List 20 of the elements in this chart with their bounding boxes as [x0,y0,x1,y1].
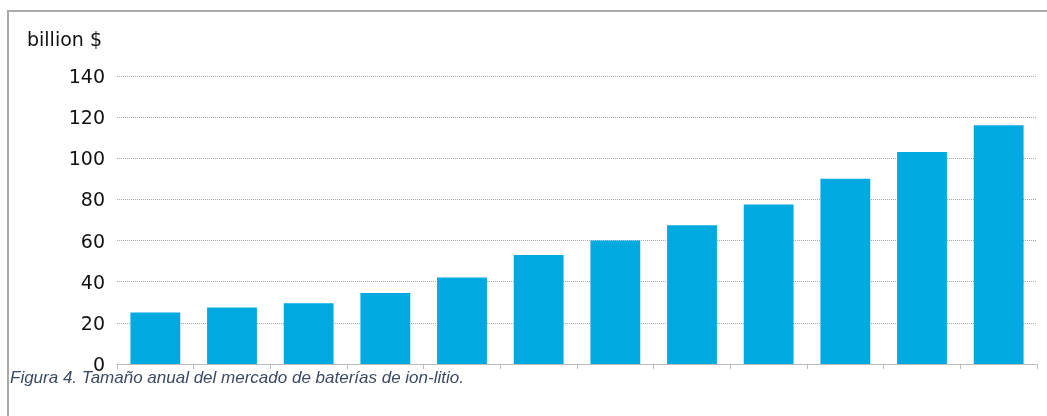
bar [590,240,641,364]
y-tick-label: 120 [68,106,105,129]
bar [130,312,181,364]
y-tick-label: 140 [68,65,105,87]
y-axis-title: billion $ [27,27,102,50]
bar [897,152,947,364]
y-tick-label: 60 [80,229,105,252]
bar [513,254,564,364]
bar [973,125,1024,364]
y-tick-label: 100 [68,147,105,170]
y-tick-label: 20 [80,311,105,334]
bar [283,303,334,364]
bar [207,307,257,364]
y-tick-label: 40 [80,270,105,293]
bar [667,225,717,364]
bar [437,277,487,364]
bar [743,204,794,364]
bar [360,293,411,364]
y-tick-label: 80 [80,188,105,211]
bar [820,178,871,364]
